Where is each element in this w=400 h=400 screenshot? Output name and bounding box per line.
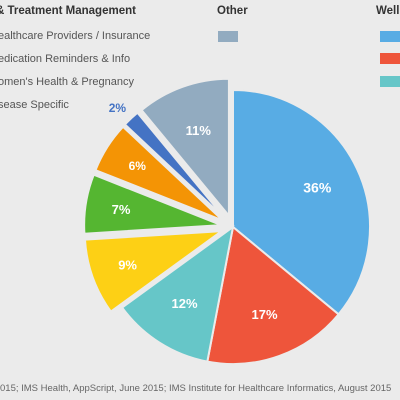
pie-slice-4: [83, 173, 222, 235]
pie-label-7: 11%: [186, 123, 212, 138]
pie-slices: [83, 77, 371, 365]
pie-slice-2: [120, 224, 235, 363]
pie-slice-6: [123, 111, 226, 219]
pie-label-6: 2%: [109, 101, 127, 115]
pie-slice-1: [206, 225, 340, 365]
legend-heading-other: Other: [217, 5, 248, 17]
pie-label-3: 9%: [118, 257, 137, 272]
legend-item-medication-reminders: edication Reminders & Info: [0, 53, 131, 65]
source-note: 015; IMS Health, AppScript, June 2015; I…: [0, 383, 392, 394]
pie-slice-5: [94, 125, 224, 222]
pie-label-2: 12%: [172, 296, 198, 311]
legend-item-womens-health: omen's Health & Pregnancy: [0, 76, 135, 88]
pie-label-1: 17%: [252, 307, 278, 322]
pie-slice-0: [232, 88, 371, 316]
legend-swatch-teal: [380, 76, 400, 87]
pie-label-5: 6%: [129, 159, 147, 173]
pie-label-0: 36%: [303, 179, 332, 195]
legend-swatch-red: [380, 53, 400, 64]
pie-label-4: 7%: [112, 202, 131, 217]
legend-swatch-blue: [380, 31, 400, 42]
legend-item-disease-specific: sease Specific: [0, 99, 69, 111]
legend-heading-wellness: Well: [376, 5, 400, 17]
pie-slice-7: [140, 77, 230, 219]
legend-item-healthcare-providers: ealthcare Providers / Insurance: [0, 30, 151, 42]
legend-heading-treatment: & Treatment Management: [0, 5, 136, 17]
pie-labels: 36% 17% 12% 9% 7% 6% 2% 11%: [109, 101, 332, 322]
pie-slice-3: [83, 229, 226, 313]
legend-swatch-other: [218, 31, 238, 42]
